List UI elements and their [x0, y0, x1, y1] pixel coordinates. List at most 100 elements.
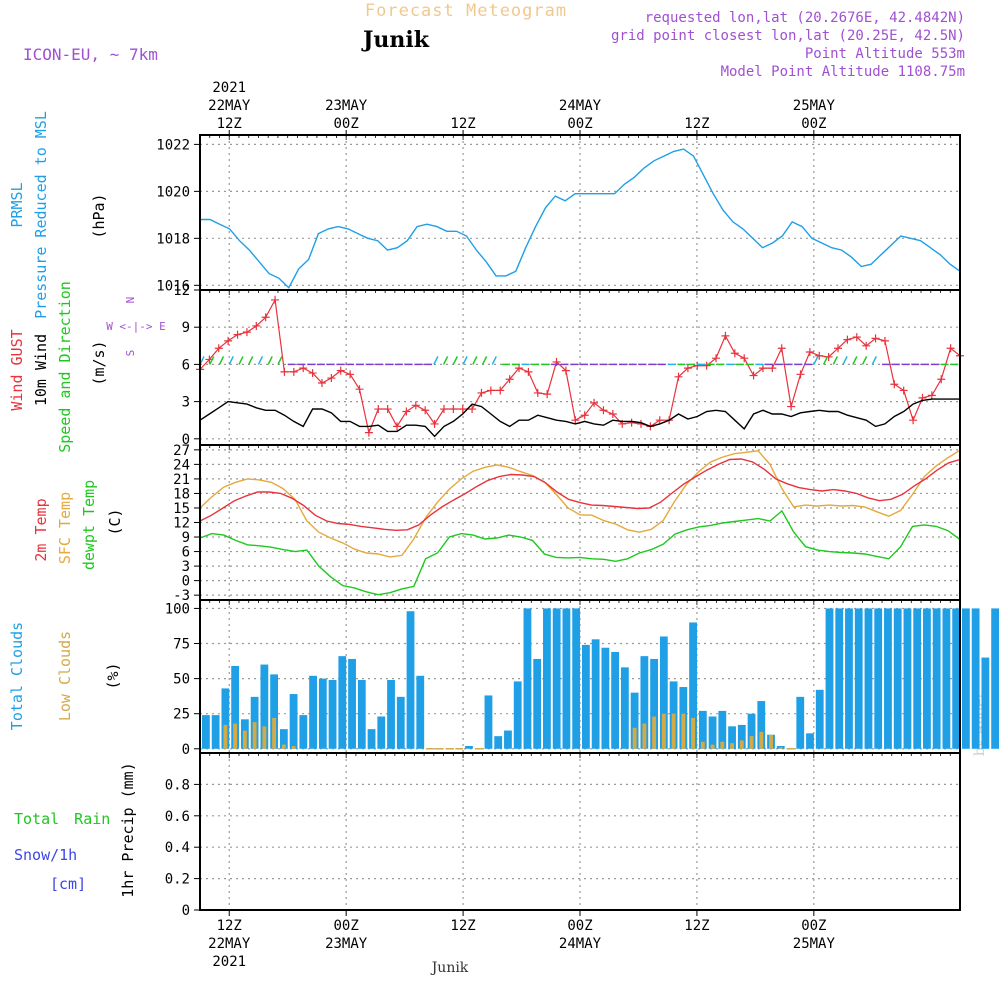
- total-cloud-bar: [991, 608, 1000, 749]
- low-cloud-bar: [642, 723, 647, 749]
- low-cloud-bar: [739, 740, 744, 749]
- y-tick-label: 1016: [156, 278, 190, 294]
- low-cloud-bar: [281, 744, 286, 749]
- total-cloud-bar: [845, 608, 853, 749]
- total-cloud-bar: [465, 745, 473, 749]
- bottom-date-label: 25MAY: [793, 936, 836, 952]
- y-tick-label: 50: [173, 672, 190, 688]
- bottom-year-label: 2021: [212, 954, 246, 970]
- total-cloud-bar: [708, 716, 717, 749]
- wind-gust-marker: [946, 344, 955, 353]
- wind-gust-marker: [824, 352, 833, 361]
- wind-direction-arrow: [209, 356, 215, 365]
- total-cloud-bar: [318, 678, 327, 749]
- low-cloud-bar: [700, 741, 705, 749]
- total-cloud-bar: [874, 608, 883, 749]
- wind-gust-marker: [430, 419, 439, 428]
- total-cloud-bar: [689, 622, 697, 749]
- total-cloud-bar: [981, 657, 990, 749]
- wind-gust-marker: [721, 331, 730, 340]
- wind-gust-marker: [862, 341, 871, 350]
- y-tick-label: 6: [182, 357, 190, 373]
- total-cloud-bar: [650, 658, 658, 749]
- wind-gust-marker: [496, 386, 505, 395]
- bottom-hour-label: 00Z: [567, 918, 592, 934]
- wind-gust-marker: [627, 418, 636, 427]
- ylabel-pressure-msl: Pressure Reduced to MSL: [32, 111, 50, 319]
- wind-gust-marker: [299, 364, 308, 373]
- wind-gust-marker: [355, 385, 364, 394]
- wind-direction-arrow: [822, 356, 829, 365]
- y-tick-label: 1018: [156, 231, 190, 247]
- total-cloud-bar: [279, 729, 288, 749]
- wind-gust-marker: [383, 405, 392, 414]
- total-cloud-bar: [582, 644, 590, 749]
- temp-2m-line: [199, 458, 961, 532]
- wind-gust-marker: [327, 374, 336, 383]
- wind-gust-marker: [815, 351, 824, 360]
- compass-we: W <-|-> E: [106, 320, 166, 333]
- total-cloud-bar: [270, 674, 278, 749]
- frame-layer: [194, 130, 961, 916]
- bottom-date-label: 22MAY: [208, 936, 251, 952]
- bottom-hour-label: 00Z: [801, 918, 826, 934]
- low-cloud-bar: [632, 727, 637, 749]
- wind-gust-marker: [768, 364, 777, 373]
- wind-gust-marker: [730, 349, 739, 358]
- total-cloud-bar: [231, 665, 240, 749]
- wind-gust-marker: [571, 416, 580, 425]
- total-cloud-bar: [620, 667, 629, 749]
- y-tick-label: 0.2: [165, 872, 190, 888]
- total-cloud-bar: [504, 730, 512, 749]
- total-cloud-bar: [406, 611, 415, 749]
- wind-gust-marker: [740, 354, 749, 363]
- y-tick-label: 0.6: [165, 809, 190, 825]
- wind-gust-line: [199, 297, 961, 435]
- total-cloud-bar: [543, 608, 551, 749]
- total-cloud-bar: [971, 608, 980, 749]
- wind-direction-arrow: [871, 356, 877, 365]
- wind-gust-marker: [346, 370, 355, 379]
- wind-gust-marker: [834, 344, 843, 353]
- wind-gust-marker: [252, 321, 261, 330]
- total-cloud-bar: [835, 608, 844, 749]
- wind-gust-marker: [909, 416, 918, 425]
- y-tick-label: 3: [182, 395, 190, 411]
- total-cloud-bar: [806, 733, 814, 749]
- total-cloud-bar: [962, 608, 970, 749]
- ylabel-total-rain: Total Rain: [14, 810, 110, 828]
- ylabel-prmsl: PRMSL: [8, 182, 26, 227]
- wind-gust-marker: [674, 372, 683, 381]
- ylabel-dewpt-temp: dewpt Temp: [80, 480, 98, 570]
- wind-gust-marker: [214, 344, 223, 353]
- y-tick-label: 15: [173, 501, 190, 517]
- total-cloud-bar: [942, 608, 951, 749]
- low-cloud-bar: [691, 717, 696, 749]
- grid-layer: [200, 135, 960, 910]
- y-tick-label: 12: [173, 283, 190, 299]
- total-cloud-bar: [299, 715, 308, 749]
- total-cloud-bar: [533, 658, 542, 749]
- low-cloud-bar: [759, 731, 764, 749]
- total-cloud-bar: [494, 736, 503, 749]
- y-tick-label: 24: [173, 457, 190, 473]
- ylabel-2m-temp: 2m Temp: [32, 498, 50, 561]
- wind-speed-line: [199, 398, 960, 438]
- total-cloud-bar: [562, 608, 571, 749]
- wind-gust-marker: [655, 416, 664, 425]
- low-cloud-bar: [769, 734, 773, 749]
- wind-gust-marker: [317, 379, 326, 387]
- wind-direction-arrow: [861, 356, 868, 365]
- wind-gust-marker: [280, 367, 289, 376]
- low-cloud-bar: [778, 747, 783, 749]
- y-tick-label: 0: [182, 742, 190, 758]
- ylabel-cm: [cm]: [50, 875, 86, 893]
- ylabel-10m-wind: 10m Wind: [32, 334, 50, 406]
- total-cloud-bar: [221, 688, 230, 749]
- wind-gust-marker: [796, 370, 805, 379]
- ylabel-total-clouds: Total Clouds: [8, 622, 26, 730]
- precip-axis-title: Total Rain Snow/1h [cm] 1hr Precip (mm): [14, 762, 137, 897]
- wind-gust-marker: [533, 388, 542, 397]
- y-tick-label: 100: [165, 601, 190, 617]
- wind-direction-arrow: [452, 356, 459, 365]
